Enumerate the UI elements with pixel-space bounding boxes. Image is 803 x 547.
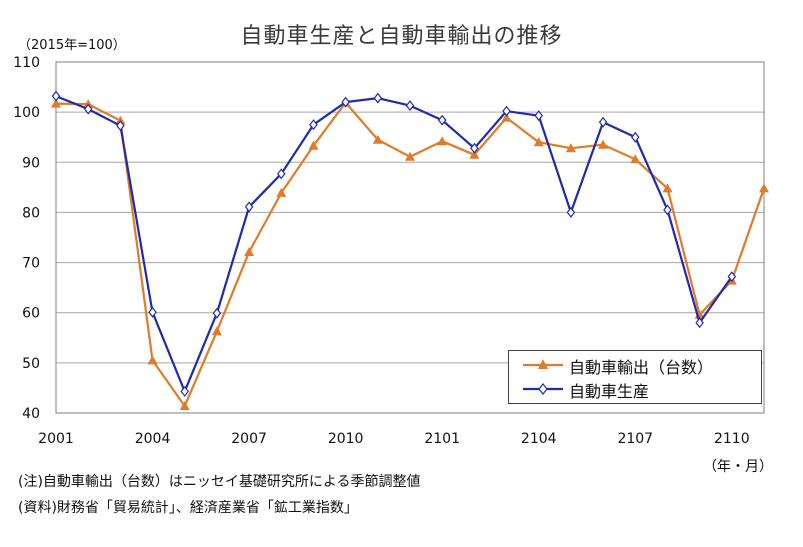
diamond-marker	[212, 307, 222, 319]
diamond-marker	[631, 131, 640, 143]
series-line	[55, 95, 733, 393]
legend-label-export: 自動車輸出（台数）	[569, 358, 714, 377]
triangle-marker	[565, 143, 576, 153]
y-tick-label: 50	[22, 356, 40, 372]
triangle-marker	[469, 149, 480, 159]
footnote-source: (資料)財務省「貿易統計」、経済産業省「鉱工業指数」	[18, 500, 358, 516]
triangle-marker	[276, 187, 287, 197]
legend-diamond-marker-icon	[523, 383, 563, 395]
x-tick-label: 2107	[617, 431, 653, 447]
diamond-marker	[309, 119, 318, 131]
footnote-note: (注)自動車輸出（台数）はニッセイ基礎研究所による季節調整値	[18, 474, 421, 490]
triangle-marker	[51, 98, 61, 108]
x-axis-tick-labels: 2001 2004 2007 2010 2101 2104 2107 2110	[38, 431, 749, 447]
diamond-marker	[116, 120, 125, 132]
diamond-marker	[566, 206, 576, 218]
diamond-marker	[470, 142, 479, 154]
x-tick-label: 2010	[328, 431, 364, 447]
series-lines	[51, 90, 769, 410]
gridlines	[56, 111, 764, 364]
triangle-marker	[598, 139, 609, 149]
y-tick-label: 110	[13, 55, 40, 71]
x-tick-label: 2001	[38, 431, 74, 447]
x-tick-label: 2101	[424, 431, 460, 447]
triangle-marker	[405, 151, 415, 161]
diamond-marker	[437, 114, 447, 126]
x-tick-label: 2007	[231, 431, 267, 447]
y-axis-unit-label: （2015年=100）	[18, 38, 126, 53]
diamond-marker	[405, 100, 415, 112]
diamond-marker	[598, 116, 608, 128]
triangle-marker	[662, 183, 673, 193]
y-axis-tick-labels: 40 50 60 70 80 90 100 110	[13, 55, 40, 422]
y-tick-label: 60	[22, 306, 40, 322]
triangle-marker	[372, 134, 383, 144]
triangle-marker	[244, 247, 255, 257]
diamond-marker	[83, 103, 93, 115]
diamond-marker	[502, 105, 511, 117]
triangle-marker	[83, 99, 94, 109]
legend-label-production: 自動車生産	[569, 382, 650, 401]
triangle-marker	[533, 137, 544, 147]
diamond-marker	[373, 92, 383, 104]
y-tick-label: 70	[22, 256, 40, 272]
chart-title: 自動車生産と自動車輸出の推移	[240, 24, 563, 49]
x-axis-unit-label: （年・月）	[703, 459, 773, 475]
triangle-marker	[179, 400, 190, 410]
legend: 自動車輸出（台数） 自動車生産	[508, 350, 762, 404]
diamond-marker	[663, 204, 672, 216]
triangle-marker	[501, 112, 512, 122]
diamond-marker	[277, 168, 286, 180]
diamond-marker	[534, 110, 543, 122]
y-tick-label: 90	[22, 155, 40, 171]
diamond-marker	[244, 201, 254, 213]
diamond-marker	[727, 271, 737, 283]
diamond-marker	[180, 385, 189, 397]
x-tick-label: 2104	[521, 431, 557, 447]
diamond-marker	[341, 96, 350, 108]
triangle-marker	[630, 154, 641, 164]
triangle-marker	[759, 183, 769, 193]
legend-triangle-marker-icon	[523, 359, 563, 369]
y-tick-label: 80	[22, 205, 40, 221]
triangle-marker	[211, 326, 222, 336]
legend-item-export: 自動車輸出（台数）	[509, 353, 761, 377]
triangle-marker	[115, 115, 126, 125]
diamond-marker	[51, 90, 61, 102]
y-tick-label: 100	[13, 105, 40, 121]
triangle-marker	[308, 140, 319, 150]
triangle-marker	[437, 136, 448, 146]
diamond-marker	[148, 306, 157, 318]
y-tick-label: 40	[22, 406, 40, 422]
diamond-marker	[695, 317, 704, 329]
x-tick-label: 2004	[135, 431, 171, 447]
legend-item-production: 自動車生産	[509, 377, 761, 401]
x-tick-label: 2110	[714, 431, 750, 447]
triangle-marker	[147, 355, 158, 365]
series-production	[51, 90, 737, 397]
plot-area-border	[55, 61, 765, 414]
